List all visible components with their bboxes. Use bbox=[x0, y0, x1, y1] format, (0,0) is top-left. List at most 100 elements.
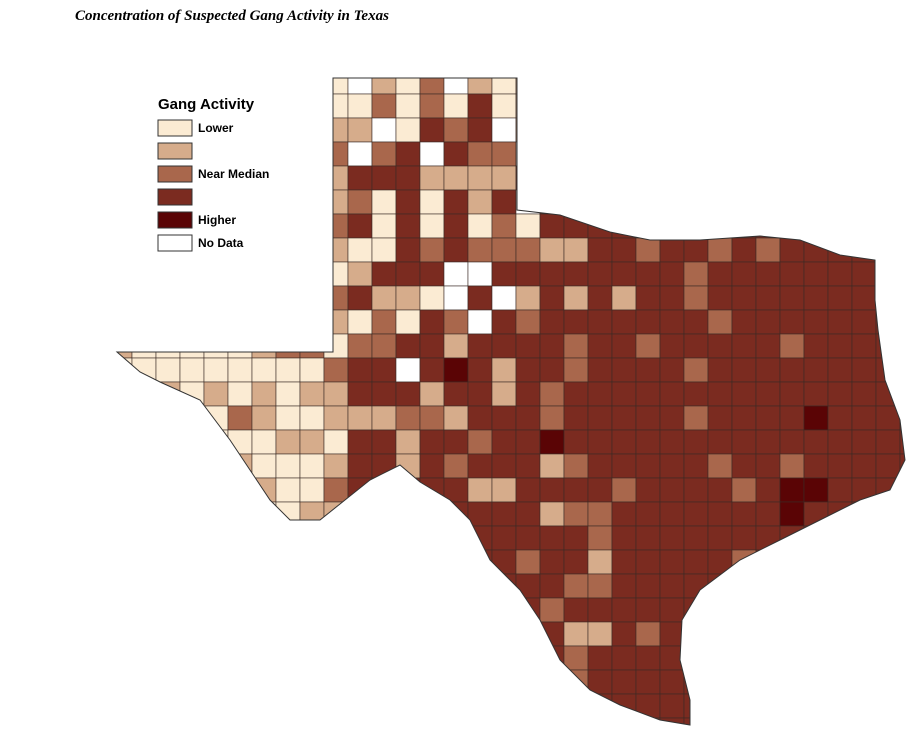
county bbox=[851, 429, 877, 455]
county bbox=[203, 357, 229, 383]
county bbox=[539, 645, 565, 671]
county bbox=[275, 621, 301, 647]
county bbox=[347, 501, 373, 527]
county bbox=[299, 477, 325, 503]
county bbox=[419, 429, 445, 455]
county bbox=[803, 621, 829, 647]
county bbox=[755, 717, 781, 725]
county bbox=[371, 285, 397, 311]
county bbox=[117, 78, 133, 95]
county bbox=[419, 309, 445, 335]
county bbox=[117, 93, 133, 119]
county bbox=[731, 525, 757, 551]
county bbox=[347, 621, 373, 647]
county bbox=[155, 645, 181, 671]
county bbox=[659, 573, 685, 599]
county bbox=[803, 213, 829, 239]
county bbox=[611, 189, 637, 215]
county bbox=[299, 429, 325, 455]
county bbox=[251, 189, 277, 215]
county bbox=[179, 573, 205, 599]
county bbox=[659, 93, 685, 119]
county bbox=[395, 285, 421, 311]
county bbox=[395, 525, 421, 551]
county bbox=[611, 621, 637, 647]
county bbox=[587, 621, 613, 647]
county bbox=[731, 405, 757, 431]
county bbox=[731, 453, 757, 479]
county bbox=[515, 285, 541, 311]
county bbox=[491, 357, 517, 383]
county bbox=[515, 381, 541, 407]
county bbox=[299, 261, 325, 287]
county bbox=[659, 261, 685, 287]
county bbox=[851, 693, 877, 719]
county bbox=[117, 477, 133, 503]
legend-swatch bbox=[157, 211, 193, 229]
county bbox=[827, 405, 853, 431]
county bbox=[117, 405, 133, 431]
county bbox=[731, 117, 757, 143]
county bbox=[443, 693, 469, 719]
county bbox=[275, 549, 301, 575]
county bbox=[347, 333, 373, 359]
county bbox=[683, 405, 709, 431]
county bbox=[563, 261, 589, 287]
county bbox=[731, 237, 757, 263]
county bbox=[635, 213, 661, 239]
county bbox=[443, 669, 469, 695]
county bbox=[155, 309, 181, 335]
county bbox=[323, 93, 349, 119]
county bbox=[443, 261, 469, 287]
county bbox=[179, 261, 205, 287]
county bbox=[323, 78, 349, 95]
county bbox=[683, 237, 709, 263]
county bbox=[251, 285, 277, 311]
county bbox=[779, 549, 805, 575]
county bbox=[179, 669, 205, 695]
county bbox=[117, 309, 133, 335]
county bbox=[227, 309, 253, 335]
county bbox=[491, 381, 517, 407]
county bbox=[395, 213, 421, 239]
county bbox=[563, 429, 589, 455]
county bbox=[611, 78, 637, 95]
county bbox=[203, 285, 229, 311]
county bbox=[755, 261, 781, 287]
county bbox=[117, 237, 133, 263]
county bbox=[467, 93, 493, 119]
county bbox=[347, 213, 373, 239]
county bbox=[347, 597, 373, 623]
county bbox=[347, 237, 373, 263]
county bbox=[515, 213, 541, 239]
county bbox=[635, 693, 661, 719]
county bbox=[227, 477, 253, 503]
county bbox=[371, 549, 397, 575]
county bbox=[563, 357, 589, 383]
county bbox=[395, 717, 421, 725]
county bbox=[395, 573, 421, 599]
county bbox=[659, 381, 685, 407]
county bbox=[227, 501, 253, 527]
county bbox=[299, 333, 325, 359]
county bbox=[731, 309, 757, 335]
county bbox=[491, 189, 517, 215]
county bbox=[635, 429, 661, 455]
county bbox=[659, 141, 685, 167]
county bbox=[707, 597, 733, 623]
county bbox=[515, 78, 541, 95]
county bbox=[419, 165, 445, 191]
county bbox=[227, 333, 253, 359]
county bbox=[395, 669, 421, 695]
county bbox=[323, 117, 349, 143]
county bbox=[179, 78, 205, 95]
county bbox=[803, 117, 829, 143]
county bbox=[251, 597, 277, 623]
county bbox=[779, 693, 805, 719]
county bbox=[875, 477, 901, 503]
county bbox=[467, 117, 493, 143]
county bbox=[899, 213, 905, 239]
county bbox=[275, 189, 301, 215]
county bbox=[419, 213, 445, 239]
county bbox=[275, 669, 301, 695]
